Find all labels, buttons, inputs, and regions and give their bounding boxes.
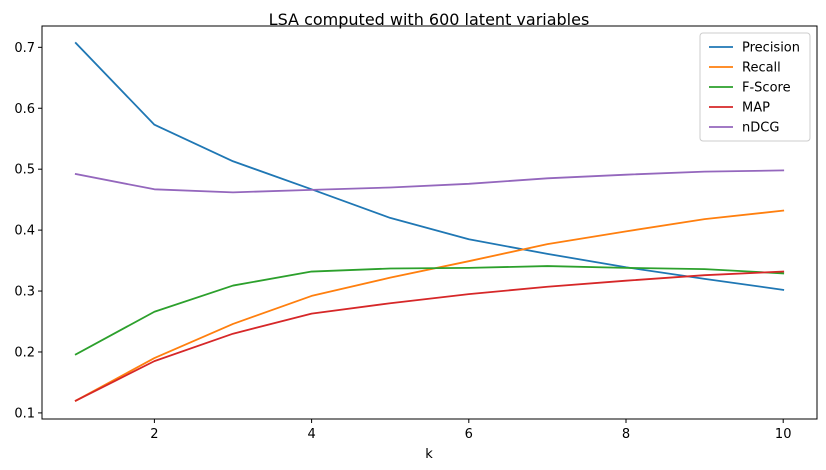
x-tick-label: 2 — [150, 427, 158, 442]
y-tick-label: 0.5 — [14, 163, 35, 178]
y-tick-label: 0.4 — [14, 224, 35, 239]
y-tick-label: 0.7 — [14, 41, 35, 56]
x-axis-label: k — [425, 447, 433, 462]
y-tick-label: 0.6 — [14, 102, 35, 117]
series-line-ndcg — [74, 169, 785, 194]
y-tick-label: 0.3 — [14, 285, 35, 300]
y-tick-label: 0.2 — [14, 345, 35, 360]
series-line-precision — [74, 41, 785, 291]
x-tick-label: 10 — [775, 427, 792, 442]
legend-label: Precision — [742, 41, 800, 56]
legend: Precision Recall F-Score MAP nDCG — [699, 32, 811, 142]
plot-lines — [74, 41, 785, 402]
series-line-recall — [74, 209, 785, 402]
axes-frame — [41, 25, 818, 420]
x-axis-ticks: 2 4 6 8 10 — [150, 419, 791, 442]
x-tick-label: 6 — [465, 427, 473, 442]
series-line-f-score — [74, 265, 785, 356]
legend-label: MAP — [742, 101, 770, 116]
series-line-map — [74, 270, 785, 402]
legend-label: nDCG — [742, 121, 779, 136]
legend-box — [699, 32, 811, 142]
y-tick-label: 0.1 — [14, 406, 35, 421]
x-tick-label: 4 — [307, 427, 315, 442]
legend-label: F-Score — [742, 81, 791, 96]
legend-label: Recall — [742, 61, 781, 76]
x-tick-label: 8 — [622, 427, 630, 442]
y-axis-ticks: 0.1 0.2 0.3 0.4 0.5 0.6 0.7 — [14, 41, 42, 421]
chart-title: LSA computed with 600 latent variables — [269, 10, 590, 29]
